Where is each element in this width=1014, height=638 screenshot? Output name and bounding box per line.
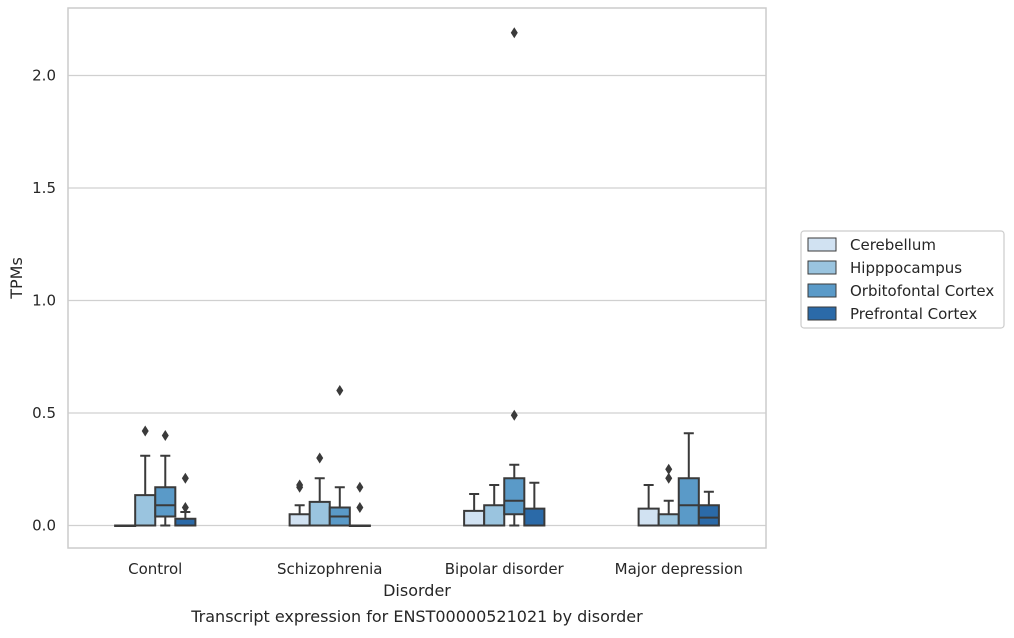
box-group (328, 385, 351, 527)
legend-swatch (807, 260, 837, 275)
legend-swatch (807, 237, 837, 252)
box-body (503, 477, 526, 516)
box-group (134, 425, 157, 527)
outlier-point (356, 502, 364, 513)
y-axis-label: TPMs (7, 257, 26, 300)
y-axis-ticks: 0.0 0.5 1.0 1.5 2.0 (32, 67, 56, 535)
legend-label: Prefrontal Cortex (850, 305, 977, 323)
grid-layer (68, 74, 766, 527)
box-group (677, 432, 700, 527)
box-group (483, 484, 506, 527)
outlier-point (181, 502, 189, 513)
legend-label: Orbitofontal Cortex (850, 282, 994, 300)
y-tick-label: 2.0 (32, 67, 56, 85)
x-axis-ticks: Control Schizophrenia Bipolar disorder Majo… (128, 560, 743, 578)
box-group (174, 472, 197, 527)
outlier-point (510, 27, 518, 39)
y-tick-label: 1.5 (32, 179, 56, 197)
outlier-point (296, 479, 304, 491)
box-group (657, 463, 680, 527)
box-body (174, 517, 197, 527)
box-body (637, 507, 660, 527)
legend-swatch (807, 283, 837, 298)
x-axis-label: Disorder (383, 581, 451, 600)
legend-label: Hipppocampus (850, 259, 962, 277)
chart-caption: Transcript expression for ENST0000052102… (190, 607, 643, 626)
outlier-point (316, 452, 324, 464)
legend-frame (800, 230, 1005, 329)
box-group (463, 493, 486, 527)
box-group (637, 484, 660, 527)
box-group (308, 452, 331, 527)
box-body (657, 513, 680, 527)
box-body (697, 504, 720, 527)
box-group (348, 481, 371, 527)
box-body (308, 500, 331, 527)
box-body (677, 477, 700, 527)
box-group (697, 490, 720, 527)
box-body (154, 486, 177, 518)
outlier-point (336, 385, 344, 396)
outlier-point (665, 472, 673, 484)
box-series-layer (114, 27, 720, 527)
x-tick-label: Schizophrenia (277, 560, 382, 578)
outlier-point (141, 425, 149, 437)
box-group (154, 430, 177, 527)
legend: Cerebellum Hipppocampus Orbitofontal Corte… (800, 230, 1005, 329)
x-tick-label: Control (128, 560, 182, 578)
outlier-point (356, 481, 364, 493)
box-group (288, 479, 311, 527)
box-body (288, 513, 311, 527)
box-body (483, 504, 506, 527)
y-tick-label: 0.0 (32, 517, 56, 535)
y-tick-label: 0.5 (32, 404, 56, 422)
box-group (114, 524, 137, 527)
box-body (463, 509, 486, 527)
legend-label: Cerebellum (850, 236, 936, 254)
box-group (503, 27, 526, 527)
box-body (134, 494, 157, 527)
x-tick-label: Bipolar disorder (445, 560, 565, 578)
outlier-point (181, 472, 189, 484)
outlier-point (665, 463, 673, 475)
box-body (523, 507, 546, 527)
outlier-point (510, 409, 518, 421)
y-tick-label: 1.0 (32, 292, 56, 310)
x-tick-label: Major depression (615, 560, 743, 578)
legend-swatch (807, 306, 837, 321)
plot-frame (67, 7, 767, 549)
box-group (523, 481, 546, 527)
outlier-point (161, 430, 169, 441)
